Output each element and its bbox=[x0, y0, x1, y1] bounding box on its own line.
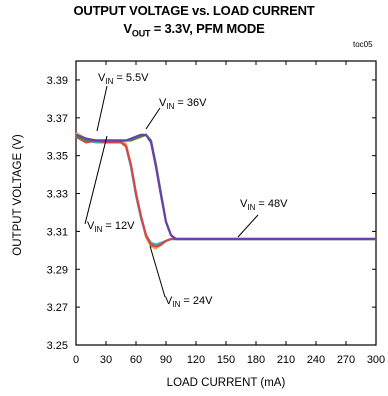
x-tick-label: 30 bbox=[100, 354, 112, 366]
axis-ticks: 0 30 60 90 120 150 180 210 240 270 300 3.25 3.27 3.29… bbox=[47, 61, 385, 366]
x-tick-label: 150 bbox=[217, 354, 235, 366]
plot-border bbox=[75, 60, 377, 346]
leader-line-vin-24v bbox=[149, 245, 166, 298]
x-tick-label: 120 bbox=[187, 354, 205, 366]
x-tick-label: 300 bbox=[367, 354, 385, 366]
leader-line-vin-36v bbox=[145, 107, 161, 130]
series-lines bbox=[75, 131, 376, 250]
annotations: VIN = 5.5V VIN = 36V VIN = 12V VIN = 48V VIN… bbox=[84, 72, 288, 309]
series-line-vin-36v bbox=[75, 133, 376, 241]
series-label-vin-24v: VIN = 24V bbox=[165, 295, 213, 309]
y-tick-label: 3.35 bbox=[47, 151, 68, 163]
y-axis-label: OUTPUT VOLTAGE (V) bbox=[12, 134, 24, 256]
leader-line-vin-12v bbox=[84, 135, 108, 225]
leader-line-vin-48v bbox=[237, 214, 259, 238]
y-tick-label: 3.33 bbox=[47, 189, 68, 201]
series-label-vin-48v: VIN = 48V bbox=[240, 198, 288, 212]
subtitle-prefix: V bbox=[123, 21, 132, 36]
x-tick-label: 60 bbox=[130, 354, 142, 366]
series-label-vin-12v: VIN = 12V bbox=[87, 220, 135, 234]
series-label-vin-5-5v: VIN = 5.5V bbox=[98, 72, 149, 86]
subtitle-suffix: = 3.3V, PFM MODE bbox=[150, 21, 265, 36]
y-tick-label: 3.31 bbox=[47, 226, 68, 238]
y-tick-label: 3.39 bbox=[47, 75, 68, 87]
x-tick-label: 90 bbox=[160, 354, 172, 366]
x-tick-label: 240 bbox=[307, 354, 325, 366]
x-tick-label: 180 bbox=[247, 354, 265, 366]
subtitle-subscript: OUT bbox=[131, 28, 151, 39]
series-label-vin-36v: VIN = 36V bbox=[159, 97, 207, 111]
leader-line-vin-5-5v bbox=[96, 85, 108, 132]
x-tick-label: 210 bbox=[277, 354, 295, 366]
y-tick-label: 3.27 bbox=[47, 302, 68, 314]
figure-tag: toc05 bbox=[353, 40, 373, 49]
chart-title: OUTPUT VOLTAGE vs. LOAD CURRENT bbox=[73, 3, 315, 18]
y-tick-label: 3.37 bbox=[47, 113, 68, 125]
x-tick-label: 0 bbox=[73, 354, 79, 366]
plot-frame bbox=[75, 60, 377, 346]
chart-subtitle: VOUT = 3.3V, PFM MODE bbox=[0, 21, 388, 39]
x-axis-label: LOAD CURRENT (mA) bbox=[167, 377, 286, 389]
y-tick-label: 3.29 bbox=[47, 264, 68, 276]
y-tick-label: 3.25 bbox=[47, 340, 68, 352]
x-tick-label: 270 bbox=[337, 354, 355, 366]
